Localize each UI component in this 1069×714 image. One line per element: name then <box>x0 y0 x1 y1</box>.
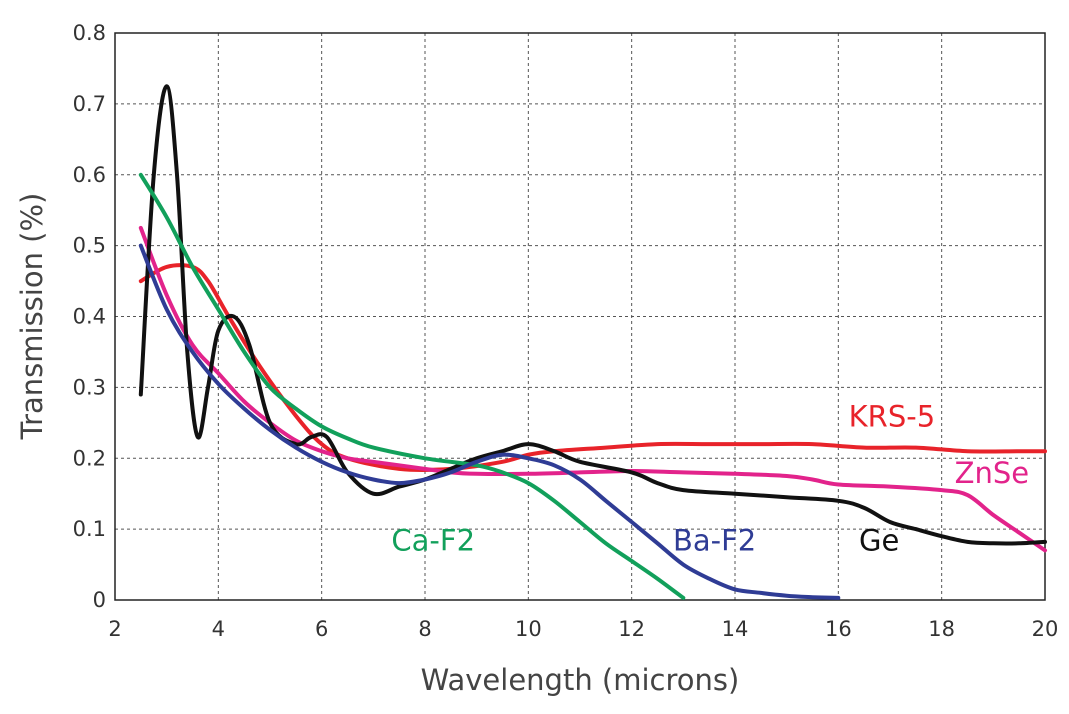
y-tick-label: 0.1 <box>73 517 106 541</box>
series-line-ba-f2 <box>138 243 841 600</box>
y-tick-label: 0.3 <box>73 375 106 399</box>
x-tick-label: 4 <box>212 617 225 641</box>
y-tick-label: 0.6 <box>73 163 106 187</box>
y-tick-labels: 0 0.1 0.2 0.3 0.4 0.5 0.6 0.7 0.8 <box>73 21 106 612</box>
x-tick-label: 6 <box>315 617 328 641</box>
y-tick-label: 0.7 <box>73 92 106 116</box>
series-label-ba-f2: Ba-F2 <box>673 523 756 557</box>
y-tick-label: 0.5 <box>73 234 106 258</box>
series-line-ca-f2 <box>138 172 686 600</box>
series-label-ge: Ge <box>859 523 899 557</box>
x-tick-labels: 2 4 6 8 10 12 14 16 18 20 <box>108 617 1058 641</box>
y-axis-label: Transmission (%) <box>15 193 49 441</box>
series-label-ca-f2: Ca-F2 <box>391 523 475 557</box>
x-tick-label: 8 <box>418 617 431 641</box>
plot-frame <box>114 32 1046 601</box>
series-labels: KRS-5 ZnSe Ge Ca-F2 Ba-F2 <box>391 399 1029 557</box>
series-label-znse: ZnSe <box>955 456 1029 490</box>
series-line-znse <box>138 225 1047 553</box>
y-tick-label: 0.2 <box>73 446 106 470</box>
series-line-krs-5 <box>138 263 1047 473</box>
x-tick-label: 10 <box>515 617 542 641</box>
x-tick-label: 14 <box>722 617 749 641</box>
series-label-krs-5: KRS-5 <box>849 399 936 433</box>
grid-lines <box>115 33 1045 600</box>
x-tick-label: 18 <box>928 617 955 641</box>
x-tick-label: 12 <box>618 617 645 641</box>
x-tick-label: 16 <box>825 617 852 641</box>
x-axis-label: Wavelength (microns) <box>421 663 740 697</box>
y-tick-label: 0.8 <box>73 21 106 45</box>
x-tick-label: 2 <box>108 617 121 641</box>
series-line-ge <box>138 84 1047 546</box>
x-tick-label: 20 <box>1032 617 1059 641</box>
y-tick-label: 0.4 <box>73 305 106 329</box>
series-lines <box>138 84 1047 600</box>
y-tick-label: 0 <box>93 588 106 612</box>
